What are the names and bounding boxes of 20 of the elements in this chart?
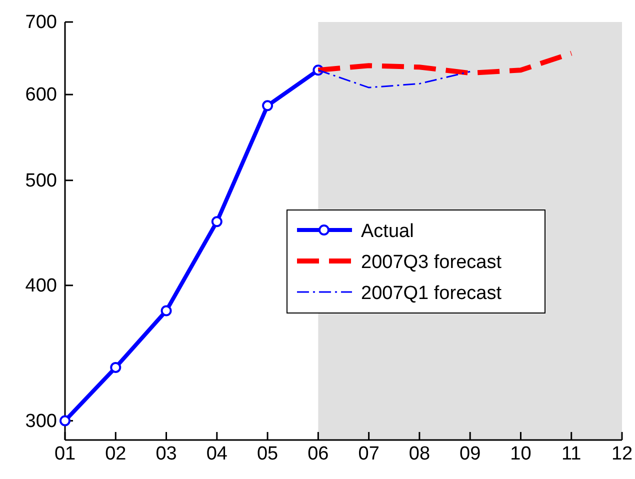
legend-label: 2007Q3 forecast — [361, 252, 502, 273]
x-tick-label: 06 — [308, 443, 329, 464]
x-tick-label: 03 — [156, 443, 177, 464]
x-tick-label: 02 — [105, 443, 126, 464]
x-tick-label: 04 — [206, 443, 228, 464]
x-tick-label: 09 — [460, 443, 481, 464]
y-tick-label: 300 — [25, 410, 57, 432]
x-tick-label: 08 — [408, 443, 430, 464]
x-tick-label: 11 — [561, 443, 582, 464]
x-tick-label: 05 — [256, 443, 278, 464]
legend-label: 2007Q1 forecast — [361, 283, 502, 304]
y-tick-label: 400 — [25, 275, 57, 296]
x-tick-label: 10 — [510, 443, 532, 464]
y-tick-label: 700 — [25, 12, 57, 34]
x-tick-label: 01 — [54, 443, 76, 464]
y-tick-label: 600 — [25, 84, 57, 106]
x-tick-label: 07 — [358, 443, 380, 464]
legend-label: Actual — [361, 221, 414, 242]
y-tick-label: 500 — [25, 170, 57, 192]
x-tick-label: 12 — [611, 443, 633, 464]
